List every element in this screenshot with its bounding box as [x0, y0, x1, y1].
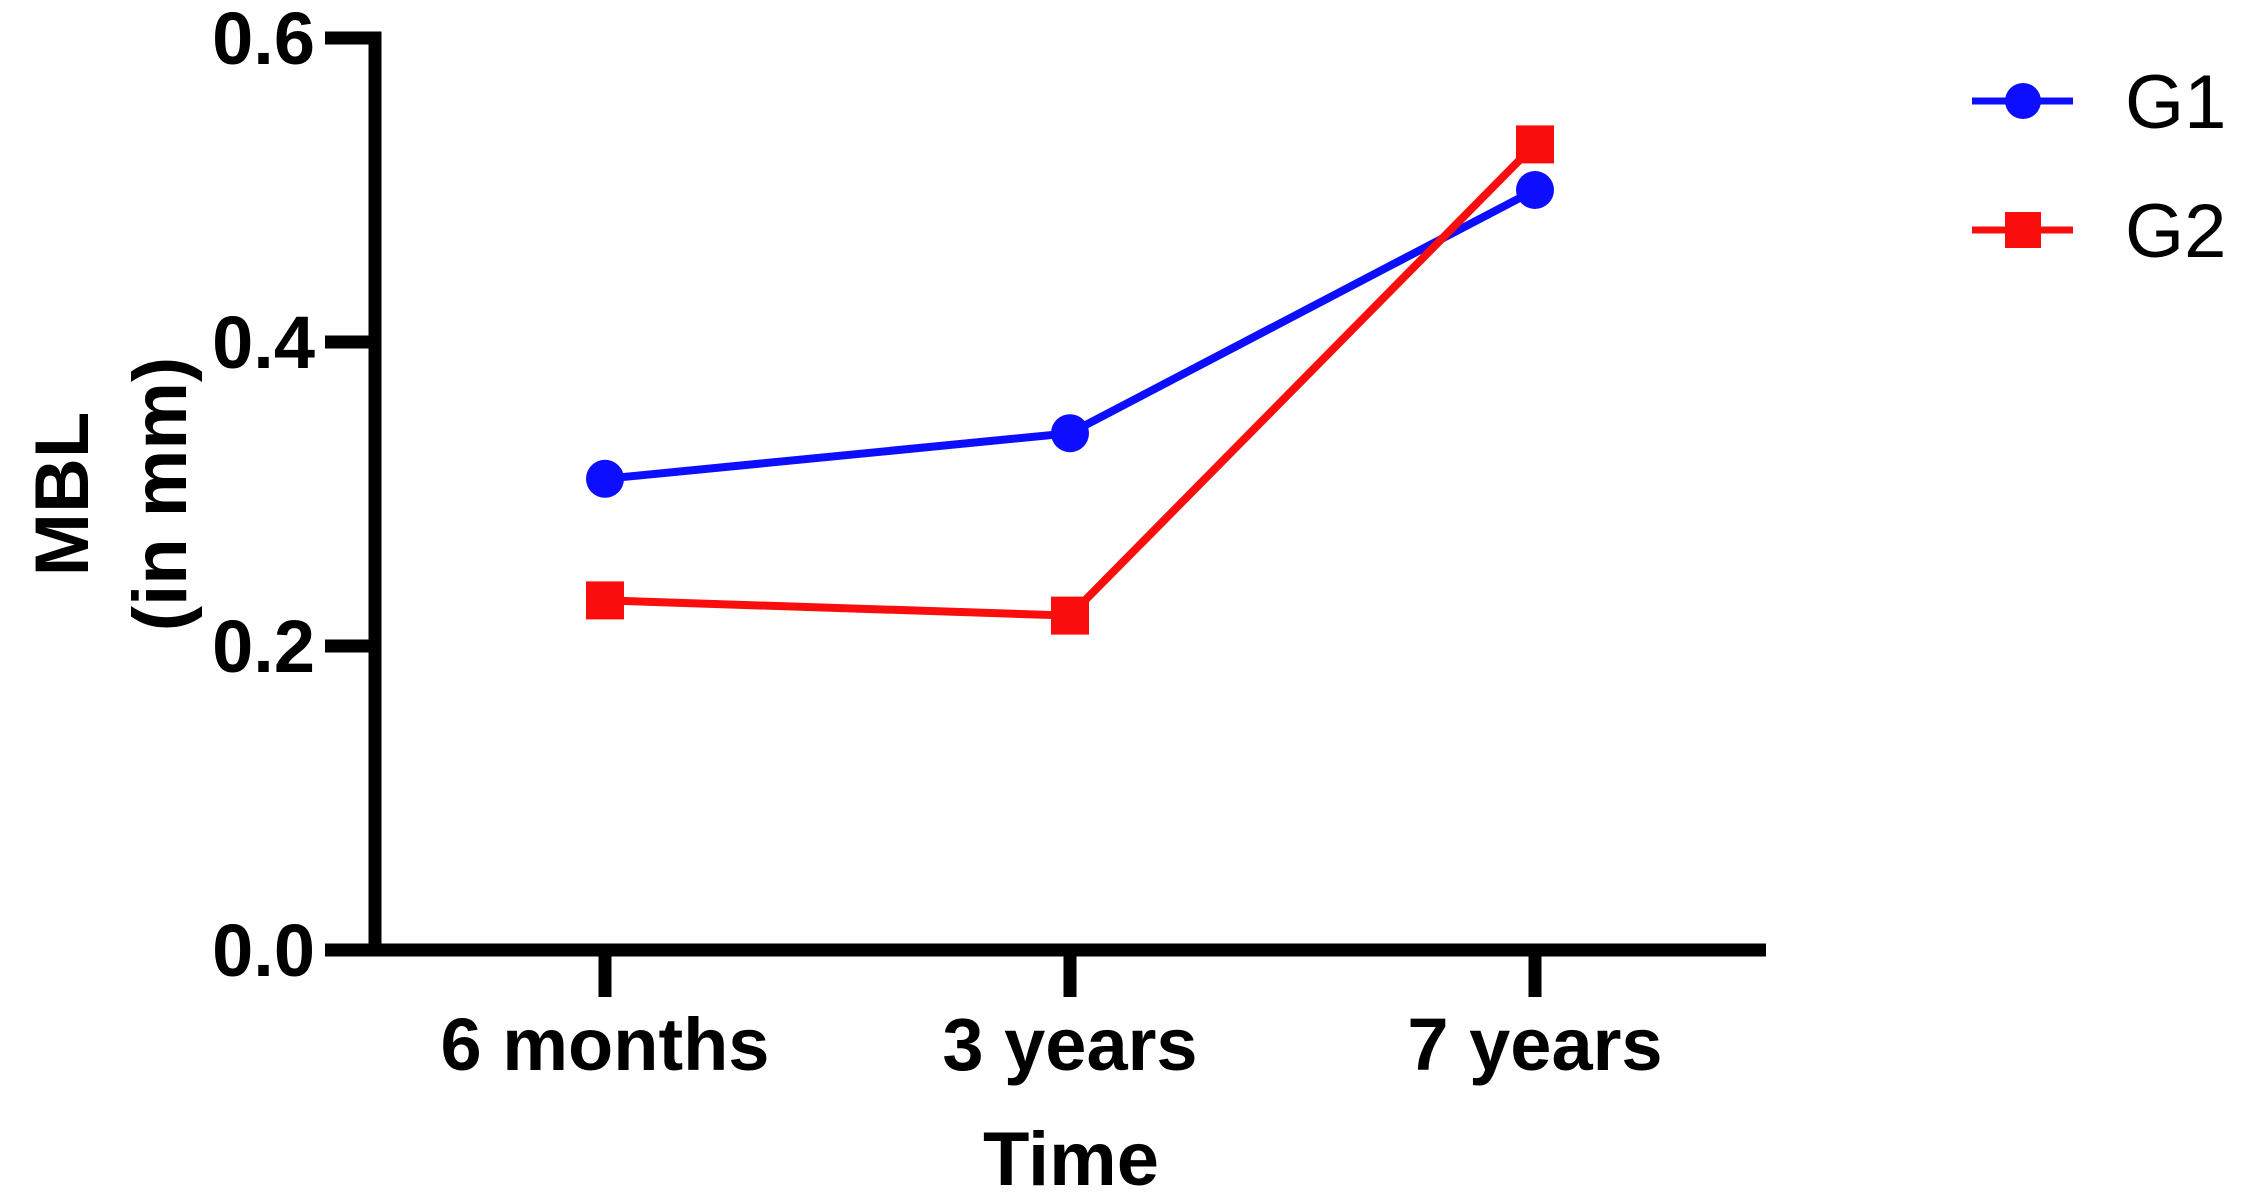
- ytick-label-1: 0.2: [212, 605, 315, 688]
- x-axis-title: Time: [983, 1117, 1159, 1202]
- marker-g2-2: [1516, 125, 1554, 164]
- marker-g2-1: [1051, 596, 1089, 635]
- ytick-label-3: 0.6: [212, 0, 315, 80]
- axes: [368, 31, 1766, 957]
- marker-g1-1: [1051, 414, 1089, 453]
- ytick-label-0: 0.0: [212, 909, 315, 992]
- legend: G1 G2: [2125, 60, 2226, 274]
- series-line-g2: [604, 141, 1538, 620]
- marker-g2-0: [586, 581, 624, 620]
- legend-label-g2: G2: [2125, 189, 2226, 274]
- y-axis-title-line2: (in mm): [118, 357, 203, 631]
- plot-area: [325, 31, 2073, 997]
- legend-label-g1: G1: [2125, 60, 2226, 145]
- legend-marker-g1: [2005, 83, 2041, 119]
- xtick-label-7-years: 7 years: [1407, 1003, 1662, 1086]
- marker-g1-2: [1516, 171, 1554, 209]
- ytick-label-2: 0.4: [212, 301, 315, 384]
- xtick-label-3-years: 3 years: [942, 1003, 1197, 1086]
- xtick-label-6-months: 6 months: [441, 1003, 770, 1086]
- marker-g1-0: [586, 459, 624, 498]
- legend-marker-g2: [2005, 212, 2041, 248]
- y-axis-title-line1: MBL: [20, 412, 105, 577]
